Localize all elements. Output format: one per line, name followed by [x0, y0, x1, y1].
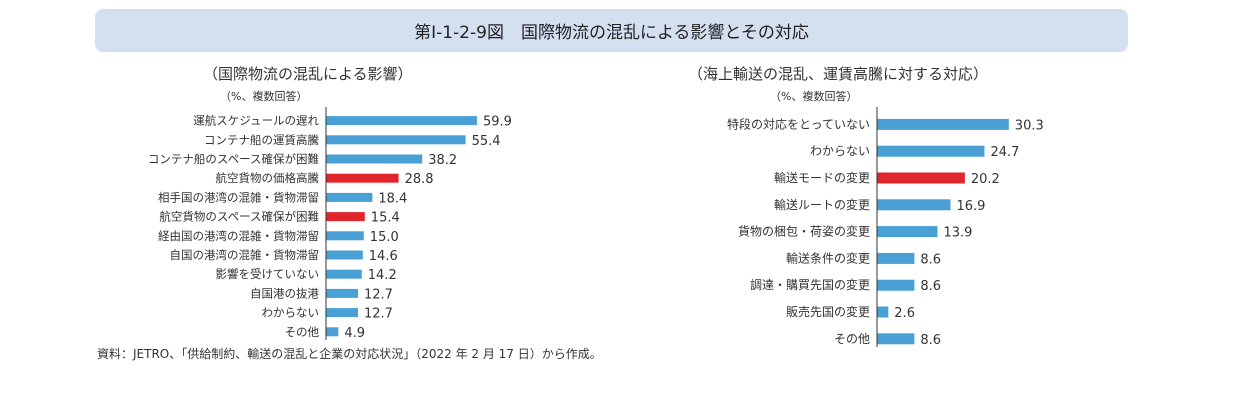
- chart-title-left: （国際物流の混乱による影響）: [203, 65, 413, 83]
- bar-right-4: [877, 226, 938, 238]
- value-label: 14.2: [368, 268, 397, 283]
- value-label: 15.4: [371, 211, 400, 226]
- figure-title: 第Ⅰ-1-2-9図 国際物流の混乱による影響とその対応: [414, 23, 809, 43]
- bar-left-11: [326, 327, 339, 337]
- bar-right-7: [877, 306, 889, 318]
- bar-left-0: [326, 116, 477, 126]
- category-label: 販売先国の変更: [786, 304, 870, 319]
- value-label: 16.9: [957, 199, 986, 214]
- category-label: 影響を受けていない: [216, 267, 320, 281]
- category-label: 貨物の梱包・荷姿の変更: [738, 224, 870, 239]
- category-label: 相手国の港湾の混雑・貨物滞留: [158, 190, 319, 204]
- bar-right-2: [877, 172, 965, 184]
- category-label: その他: [834, 332, 870, 346]
- value-label: 55.4: [472, 134, 501, 149]
- figure-title-banner: 第Ⅰ-1-2-9図 国際物流の混乱による影響とその対応: [95, 9, 1128, 52]
- value-label: 12.7: [364, 307, 393, 322]
- bar-right-5: [877, 252, 915, 264]
- value-label: 14.6: [369, 249, 398, 264]
- value-label: 24.7: [990, 145, 1019, 160]
- bar-right-6: [877, 279, 915, 291]
- category-label: わからない: [262, 306, 320, 320]
- category-label: 経由国の港湾の混雑・貨物滞留: [158, 229, 319, 243]
- value-label: 8.6: [920, 333, 941, 348]
- value-label: 20.2: [971, 172, 1000, 187]
- category-label: わからない: [810, 144, 870, 158]
- category-label: 航空貨物の価格高騰: [216, 171, 320, 185]
- bar-left-2: [326, 154, 423, 164]
- value-label: 13.9: [943, 226, 972, 241]
- value-label: 8.6: [920, 252, 941, 267]
- value-label: 12.7: [364, 287, 393, 302]
- category-label: 輸送ルートの変更: [774, 197, 870, 212]
- value-label: 4.9: [344, 326, 365, 341]
- bar-right-0: [877, 118, 1009, 130]
- category-label: 運航スケジュールの遅れ: [193, 114, 319, 128]
- bar-left-9: [326, 288, 359, 298]
- bar-left-5: [326, 212, 365, 222]
- category-label: 自国の港湾の混雑・貨物滞留: [170, 248, 320, 262]
- category-label: その他: [285, 325, 320, 339]
- chart-title-right: （海上輸送の混乱、運賃高騰に対する対応）: [688, 65, 989, 83]
- category-label: 特段の対応をとっていない: [727, 116, 870, 131]
- bar-right-3: [877, 199, 951, 211]
- bar-left-3: [326, 173, 399, 183]
- value-label: 38.2: [428, 153, 457, 168]
- bar-left-6: [326, 231, 364, 241]
- category-label: コンテナ船の運賃高騰: [204, 133, 319, 147]
- value-label: 59.9: [483, 115, 512, 130]
- value-label: 18.4: [378, 191, 407, 206]
- bar-right-1: [877, 145, 985, 157]
- category-label: 輸送モードの変更: [774, 170, 870, 185]
- unit-label-right: （%、複数回答）: [770, 90, 858, 103]
- bar-left-4: [326, 192, 373, 202]
- value-label: 30.3: [1015, 118, 1044, 133]
- value-label: 2.6: [894, 306, 915, 321]
- bar-left-7: [326, 250, 363, 260]
- bar-left-8: [326, 269, 362, 279]
- category-label: 調達・購買先国の変更: [750, 277, 870, 292]
- value-label: 15.0: [370, 230, 399, 245]
- category-label: 自国港の抜港: [250, 286, 319, 300]
- bar-left-1: [326, 135, 466, 145]
- source-note: 資料：JETRO、「供給制約、輸送の混乱と企業の対応状況」（2022 年 2 月…: [97, 347, 602, 361]
- unit-label-left: （%、複数回答）: [220, 90, 308, 103]
- category-label: コンテナ船のスペース確保が困難: [148, 152, 319, 166]
- category-label: 輸送条件の変更: [786, 250, 870, 265]
- bar-right-8: [877, 333, 915, 345]
- bar-left-10: [326, 308, 359, 318]
- value-label: 28.8: [405, 172, 434, 187]
- value-label: 8.6: [920, 279, 941, 294]
- category-label: 航空貨物のスペース確保が困難: [159, 210, 319, 224]
